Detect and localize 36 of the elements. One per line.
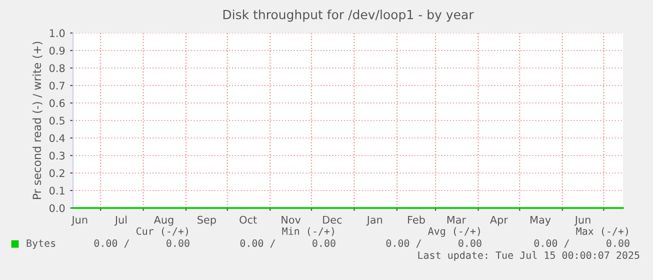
y-tick-label: 0.0 xyxy=(49,204,65,212)
text: 0.00 / 0.00 xyxy=(534,239,630,248)
y-tick-label: 0.2 xyxy=(49,169,64,178)
y-tick-label: 0.4 xyxy=(49,134,65,142)
x-tick-label: Apr xyxy=(490,216,508,226)
x-tick-label: May xyxy=(530,216,551,226)
x-tick-label: Jan xyxy=(366,216,382,226)
x-tick-label: Nov xyxy=(282,216,301,224)
x-tick-label: Dec xyxy=(323,216,342,224)
x-tick-label: Mar xyxy=(447,216,466,224)
x-tick-label: Aug xyxy=(154,216,174,226)
chart-title: Disk throughput for /dev/loop1 - by year xyxy=(223,10,474,22)
text: 0.00 / 0.00 xyxy=(240,239,336,248)
text: Last update: Tue Jul 15 00:00:07 2025 xyxy=(418,251,640,261)
y-tick-label: 1.0 xyxy=(50,29,65,38)
y-tick-label: 0.8 xyxy=(49,64,65,72)
text: 0.00 / 0.00 xyxy=(386,239,482,248)
text: 0.00 / 0.00 xyxy=(94,239,190,248)
y-tick-label: 0.9 xyxy=(49,46,65,55)
text: Cur (-/+) xyxy=(136,227,188,236)
x-tick-label: Jun xyxy=(71,216,88,226)
x-tick-label: Sep xyxy=(198,216,216,226)
y-tick-label: 0.1 xyxy=(49,186,64,195)
legend-label: Bytes xyxy=(26,239,56,249)
x-tick-label: Oct xyxy=(240,216,257,224)
y-axis-title: Pr second read (-) / write (+) xyxy=(32,42,42,200)
text: Max (-/+) xyxy=(576,227,628,236)
text: Avg (-/+) xyxy=(428,227,480,237)
x-tick-label: Jun xyxy=(574,216,590,226)
y-tick-label: 0.7 xyxy=(49,82,64,90)
y-tick-label: 0.5 xyxy=(49,116,64,125)
text: Min (-/+) xyxy=(282,227,334,236)
x-tick-label: Feb xyxy=(408,216,425,224)
y-tick-label: 0.6 xyxy=(49,99,65,108)
x-tick-label: Jul xyxy=(114,216,127,226)
y-tick-label: 0.3 xyxy=(49,152,65,160)
